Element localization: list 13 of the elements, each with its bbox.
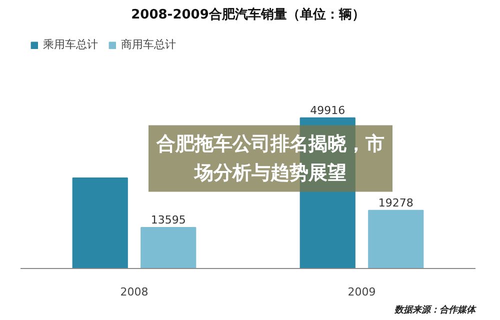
bar [140, 226, 196, 268]
legend-label: 商用车总计 [121, 37, 176, 52]
chart-title: 2008-2009合肥汽车销量（单位：辆） [131, 6, 365, 22]
source-note: 数据来源：合作媒体 [394, 304, 478, 316]
x-tick-label: 2009 [348, 286, 376, 298]
data-label: 19278 [378, 196, 414, 210]
annotation: 合肥拖车公司排名揭晓，市场分析与趋势展望 [156, 133, 384, 184]
bar [368, 210, 424, 268]
data-label: 13595 [150, 213, 186, 226]
bar [72, 177, 128, 268]
data-label: 49916 [310, 104, 346, 117]
x-tick-label: 2008 [120, 286, 148, 298]
legend-label: 乘用车总计 [43, 37, 98, 52]
